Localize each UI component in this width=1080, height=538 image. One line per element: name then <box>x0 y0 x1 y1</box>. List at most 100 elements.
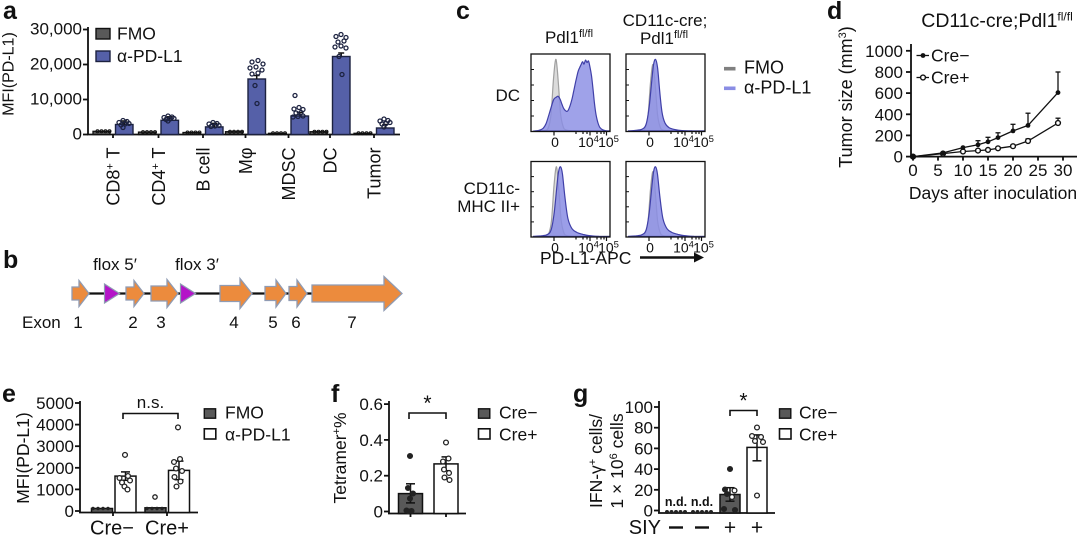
svg-text:60: 60 <box>634 439 653 458</box>
svg-text:n.d.: n.d. <box>665 495 687 509</box>
svg-text:80: 80 <box>634 419 653 438</box>
svg-text:104: 104 <box>673 134 694 150</box>
svg-text:2: 2 <box>128 313 137 332</box>
svg-text:CD11c-cre;: CD11c-cre; <box>623 11 708 30</box>
svg-text:600: 600 <box>875 84 903 103</box>
svg-text:0.6: 0.6 <box>359 395 383 414</box>
svg-text:1000: 1000 <box>865 42 903 61</box>
svg-text:800: 800 <box>875 63 903 82</box>
svg-text:MFI(PD-L1): MFI(PD-L1) <box>1 32 18 116</box>
svg-text:Tumor size (mm3): Tumor size (mm3) <box>836 26 856 167</box>
svg-text:0: 0 <box>908 161 917 180</box>
svg-text:30: 30 <box>1054 161 1073 180</box>
svg-text:n.d.: n.d. <box>691 495 713 509</box>
svg-text:100: 100 <box>625 398 653 417</box>
svg-text:3000: 3000 <box>36 437 74 456</box>
svg-text:20: 20 <box>634 481 653 500</box>
svg-text:FMO: FMO <box>117 24 156 44</box>
svg-text:5: 5 <box>933 161 942 180</box>
svg-text:104: 104 <box>578 134 599 150</box>
svg-text:5: 5 <box>268 313 277 332</box>
svg-text:0: 0 <box>65 502 74 521</box>
svg-text:400: 400 <box>875 105 903 124</box>
svg-text:Pdl1fl/fl: Pdl1fl/fl <box>545 28 593 47</box>
svg-text:DC: DC <box>495 86 520 105</box>
svg-text:105: 105 <box>693 134 714 150</box>
svg-text:104: 104 <box>673 240 694 256</box>
svg-text:MHC II+: MHC II+ <box>457 197 520 216</box>
svg-text:20,000: 20,000 <box>30 55 82 74</box>
svg-text:flox 5′: flox 5′ <box>93 255 137 274</box>
svg-text:α-PD-L1: α-PD-L1 <box>117 46 183 66</box>
svg-text:0.2: 0.2 <box>359 467 383 486</box>
svg-text:30,000: 30,000 <box>30 20 82 39</box>
svg-text:4000: 4000 <box>36 416 74 435</box>
svg-text:3: 3 <box>156 313 165 332</box>
svg-text:n.s.: n.s. <box>137 393 164 412</box>
svg-text:20: 20 <box>1004 161 1023 180</box>
svg-text:Cre+: Cre+ <box>145 518 189 538</box>
svg-text:Cre−: Cre− <box>90 518 134 538</box>
svg-text:Pdl1fl/fl: Pdl1fl/fl <box>640 29 688 48</box>
svg-text:10,000: 10,000 <box>30 90 82 109</box>
svg-text:25: 25 <box>1029 161 1048 180</box>
svg-text:g: g <box>573 380 588 408</box>
svg-text:+: + <box>751 517 763 538</box>
svg-text:Cre+: Cre+ <box>499 425 537 445</box>
svg-text:Cre+: Cre+ <box>799 425 837 445</box>
svg-text:d: d <box>827 0 842 25</box>
svg-text:0: 0 <box>644 502 653 521</box>
svg-text:Tumor: Tumor <box>365 148 385 199</box>
svg-text:α-PD-L1: α-PD-L1 <box>225 425 291 445</box>
svg-text:FMO: FMO <box>225 403 264 423</box>
svg-text:1 × 106 cells: 1 × 106 cells <box>607 413 627 508</box>
svg-text:MFI(PD-L1): MFI(PD-L1) <box>13 412 33 503</box>
svg-text:4: 4 <box>229 313 238 332</box>
svg-text:2000: 2000 <box>36 459 74 478</box>
svg-text:c: c <box>456 0 470 25</box>
svg-text:0.4: 0.4 <box>359 431 383 450</box>
svg-text:Days after inoculation: Days after inoculation <box>909 183 1077 203</box>
svg-text:b: b <box>3 246 18 274</box>
svg-text:200: 200 <box>875 126 903 145</box>
svg-text:Tetramer+%: Tetramer+% <box>330 412 350 503</box>
svg-text:Cre−: Cre− <box>799 403 837 423</box>
svg-text:1: 1 <box>73 313 82 332</box>
svg-text:0: 0 <box>646 240 654 256</box>
svg-text:a: a <box>3 0 18 25</box>
svg-text:*: * <box>423 392 431 415</box>
svg-text:6: 6 <box>291 313 300 332</box>
svg-text:7: 7 <box>347 313 356 332</box>
svg-text:0: 0 <box>894 148 903 167</box>
svg-text:0: 0 <box>73 125 82 144</box>
svg-text:FMO: FMO <box>744 57 784 77</box>
svg-text:Cre−: Cre− <box>931 46 969 66</box>
svg-text:105: 105 <box>598 134 619 150</box>
svg-text:CD11c-: CD11c- <box>464 179 520 198</box>
svg-text:10: 10 <box>954 161 973 180</box>
svg-text:DC: DC <box>321 148 341 174</box>
svg-text:f: f <box>331 380 340 408</box>
svg-text:MDSC: MDSC <box>279 148 299 201</box>
svg-text:CD4+ T: CD4+ T <box>149 147 169 205</box>
svg-text:15: 15 <box>979 161 998 180</box>
svg-text:0: 0 <box>646 134 654 150</box>
svg-text:0: 0 <box>374 503 383 522</box>
svg-text:0: 0 <box>551 134 559 150</box>
svg-text:40: 40 <box>634 460 653 479</box>
svg-text:0: 0 <box>551 240 559 256</box>
svg-text:CD11c-cre;Pdl1fl/fl: CD11c-cre;Pdl1fl/fl <box>921 10 1073 33</box>
svg-text:PD-L1-APC: PD-L1-APC <box>540 248 631 268</box>
svg-text:flox 3′: flox 3′ <box>175 255 219 274</box>
svg-text:B cell: B cell <box>194 148 214 192</box>
svg-text:+: + <box>724 517 736 538</box>
svg-text:CD8+ T: CD8+ T <box>104 147 124 205</box>
svg-text:5000: 5000 <box>36 394 74 413</box>
svg-text:*: * <box>739 390 747 413</box>
svg-text:SIY: SIY <box>629 517 661 538</box>
svg-text:α-PD-L1: α-PD-L1 <box>744 77 811 97</box>
svg-text:1000: 1000 <box>36 480 74 499</box>
svg-text:IFN-γ+ cells/: IFN-γ+ cells/ <box>586 414 606 508</box>
svg-text:Cre+: Cre+ <box>931 68 969 88</box>
svg-text:105: 105 <box>693 240 714 256</box>
